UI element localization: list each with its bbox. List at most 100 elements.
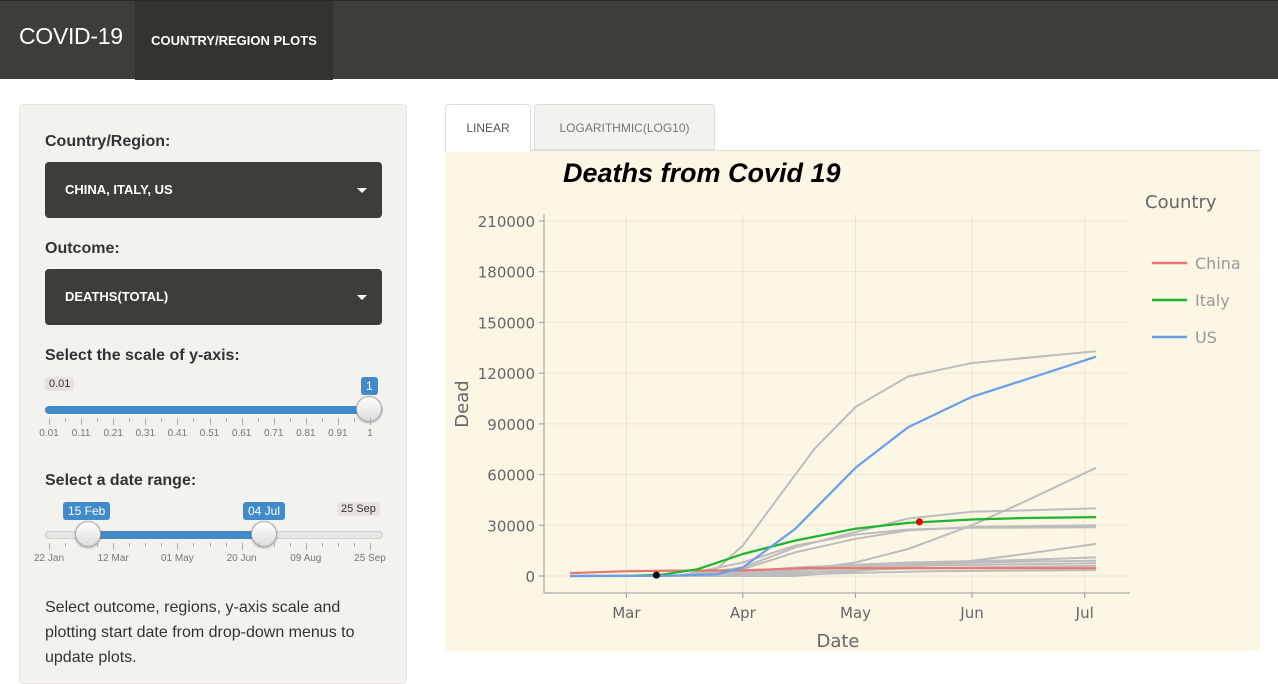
scale-label: Select the scale of y-axis: — [45, 347, 240, 364]
slider-tick-label: 0.81 — [296, 428, 316, 439]
y-scale-slider[interactable]: 0.01 1 0.01 0.11 0.21 0.31 0.41 0.51 0.61 0.71 0… — [39, 377, 383, 457]
country-label: Country/Region: — [45, 133, 171, 150]
y-tick-label: 30000 — [487, 517, 535, 535]
y-tick-label: 120000 — [478, 365, 535, 383]
chart-markers — [652, 518, 923, 579]
chart-legend: China Italy US — [1152, 254, 1241, 347]
slider-minor-tick — [289, 418, 291, 422]
slider-tick — [113, 543, 115, 550]
brand-title[interactable]: COVID-19 — [19, 23, 123, 49]
slider-minor-tick — [97, 418, 99, 422]
slider-minor-tick — [161, 418, 163, 422]
slider-tick — [145, 418, 147, 425]
legend-label-china[interactable]: China — [1195, 254, 1241, 273]
slider-from-handle[interactable] — [75, 521, 101, 547]
data-point-marker — [915, 518, 923, 526]
x-tick-label: Mar — [612, 604, 641, 622]
slider-minor-tick — [257, 418, 259, 422]
slider-handle[interactable] — [356, 396, 382, 422]
slider-tick — [305, 543, 307, 550]
slider-tick-label: 09 Aug — [290, 553, 322, 564]
slider-minor-tick — [97, 543, 99, 547]
slider-tick-label: 25 Sep — [354, 553, 386, 564]
slider-ticks — [45, 418, 383, 426]
nav-tab-country-region-plots[interactable]: COUNTRY/REGION PLOTS — [135, 1, 333, 80]
slider-max-label: 25 Sep — [337, 502, 380, 516]
slider-tick-label: 0.61 — [231, 428, 252, 439]
slider-minor-tick — [81, 543, 83, 547]
slider-tick — [49, 543, 50, 550]
date-range-slider[interactable]: 25 Sep 15 Feb 04 Jul 22 Jan 12 Mar 01 May 2… — [34, 502, 386, 582]
tab-linear[interactable]: LINEAR — [445, 104, 531, 152]
series-line-china — [569, 567, 1096, 575]
outcome-select[interactable]: DEATHS(TOTAL) — [45, 269, 382, 325]
outcome-select-value: DEATHS(TOTAL) — [65, 289, 169, 304]
slider-tick-label: 0.31 — [135, 428, 156, 439]
slider-minor-tick — [289, 543, 291, 547]
slider-tick — [241, 418, 243, 425]
x-tick-label: Jun — [959, 604, 983, 622]
slider-tick — [49, 418, 50, 425]
slider-tick — [273, 418, 275, 425]
slider-tick — [209, 418, 211, 425]
slider-minor-tick — [225, 543, 227, 547]
y-tick-label: 90000 — [487, 416, 535, 434]
tab-logarithmic[interactable]: LOGARITHMIC(LOG10) — [534, 104, 715, 150]
slider-tick — [305, 418, 307, 425]
slider-tick-label: 0.01 — [39, 428, 59, 439]
country-select[interactable]: CHINA, ITALY, US — [45, 162, 382, 218]
tab-divider — [445, 150, 1260, 151]
slider-fill — [45, 406, 370, 414]
data-point-marker — [652, 571, 660, 579]
slider-minor-tick — [321, 418, 323, 422]
slider-minor-tick — [129, 543, 131, 547]
chevron-down-icon — [357, 295, 367, 300]
slider-minor-tick — [337, 543, 339, 547]
y-tick-label: 210000 — [478, 213, 535, 231]
y-tick-label: 60000 — [487, 467, 535, 485]
x-axis-title: Date — [816, 631, 859, 651]
slider-tick — [81, 418, 83, 425]
legend-label-italy[interactable]: Italy — [1195, 291, 1230, 310]
y-tick-label: 180000 — [478, 264, 535, 282]
slider-tick-label: 12 Mar — [97, 553, 129, 564]
slider-ticks — [45, 543, 383, 551]
help-text: Select outcome, regions, y-axis scale an… — [45, 599, 355, 666]
country-select-value: CHINA, ITALY, US — [65, 182, 173, 197]
chevron-down-icon — [357, 188, 367, 193]
slider-minor-tick — [193, 543, 195, 547]
slider-minor-tick — [353, 543, 355, 547]
slider-tick — [241, 543, 243, 550]
legend-label-us[interactable]: US — [1195, 328, 1217, 347]
slider-tick-label: 0.91 — [328, 428, 348, 439]
slider-tick — [177, 418, 179, 425]
slider-minor-tick — [257, 543, 259, 547]
sidebar-panel: Country/Region: CHINA, ITALY, US Outcome… — [19, 104, 407, 684]
slider-tick-label: 01 May — [160, 553, 194, 564]
slider-to-handle[interactable] — [251, 521, 277, 547]
slider-minor-tick — [161, 543, 163, 547]
slider-minor-tick — [129, 418, 131, 422]
chart-main-series — [569, 355, 1097, 578]
slider-tick — [113, 418, 115, 425]
slider-minor-tick — [209, 543, 211, 547]
deaths-chart: 0 30000 60000 90000 120000 150000 180000 210000… — [445, 151, 1260, 651]
slider-tick-label: 0.11 — [71, 428, 91, 439]
slider-tick-label: 20 Jun — [226, 553, 257, 564]
slider-tick-label: 0.21 — [103, 428, 123, 439]
y-tick-label: 0 — [525, 568, 535, 586]
slider-minor-tick — [193, 418, 195, 422]
series-line-us — [569, 355, 1097, 578]
slider-tick — [370, 418, 371, 425]
x-tick-label: Apr — [730, 604, 757, 622]
slider-to-label: 04 Jul — [243, 502, 286, 520]
slider-minor-tick — [65, 543, 67, 547]
x-tick-labels: Mar Apr May Jun Jul — [612, 593, 1094, 622]
slider-minor-tick — [353, 418, 355, 422]
y-axis-title: Dead — [452, 380, 473, 427]
outcome-label: Outcome: — [45, 240, 120, 257]
slider-tick-label: 22 Jan — [33, 553, 65, 564]
x-tick-label: Jul — [1075, 604, 1094, 622]
slider-minor-tick — [65, 418, 67, 422]
slider-tick — [177, 543, 179, 550]
